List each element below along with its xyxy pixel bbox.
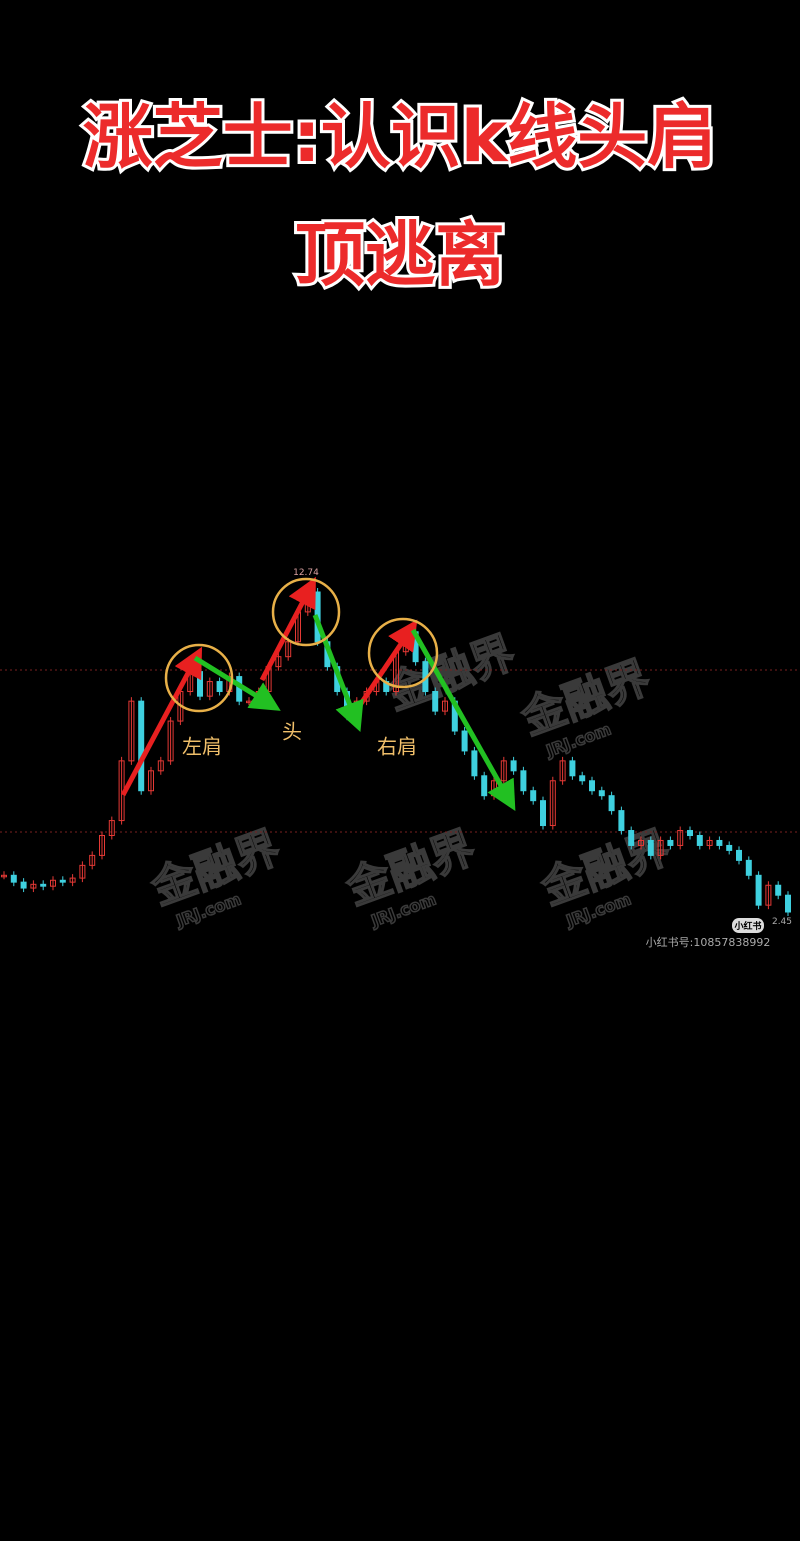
candle [638,839,644,846]
candle [579,775,586,782]
low-label: 2.45 [772,917,792,927]
circles [164,577,439,713]
candle [696,834,703,846]
title-line: 涨芝士:认识k线头肩 [83,96,718,178]
candle [481,775,488,797]
candle [755,874,762,906]
down-arrow [410,628,516,812]
candle [608,795,615,812]
candle [461,730,468,752]
candle [549,780,556,827]
candle [10,874,17,883]
highlight-circle [367,617,439,689]
candle [442,700,448,712]
account: 小红书号:10857838992 [646,936,771,949]
candle [99,834,105,856]
candle [677,830,684,846]
candle [1,874,7,878]
high-label: 12.74 [293,568,319,578]
candle [618,810,625,832]
candle [59,879,66,883]
candle [540,800,546,827]
candle [589,780,595,792]
up-arrow [259,576,316,682]
candle [432,691,439,712]
annotation: 右肩 [377,735,417,759]
candle [726,844,733,851]
candle [667,839,674,846]
badge-bg [732,918,764,933]
candle [20,881,27,889]
highlight-circle [271,577,341,647]
candle [647,839,654,856]
candle [167,720,174,762]
candle [736,849,742,861]
annotation: 头 [282,720,302,744]
badge: 小红书 [733,920,761,932]
down-arrow [312,614,364,732]
candle [510,760,517,772]
candle [138,700,145,792]
title-line: 顶逃离 [295,214,505,296]
candle [706,839,713,846]
candle [716,839,723,846]
candle [598,790,605,797]
candle [785,894,791,913]
candle [657,839,664,856]
candle [628,830,635,846]
candle [128,700,135,762]
candle [157,760,164,772]
candle [687,830,693,836]
candle [471,750,478,777]
candle [108,820,115,836]
candle [79,864,86,879]
candle [569,760,576,777]
candle [40,883,47,887]
candle [30,883,37,889]
candle [520,770,527,792]
candle [197,671,203,697]
candle [285,641,292,658]
candle [69,877,76,883]
candle [148,770,154,792]
candle [775,884,782,896]
highlight-circle [164,643,234,713]
candle [89,854,96,866]
candle [530,790,537,802]
candle [206,681,213,697]
up-arrow [120,646,203,797]
candle [559,760,566,782]
annotation: 左肩 [182,735,222,759]
candle [216,681,223,693]
candle [275,656,282,668]
candle [745,859,752,876]
candle [50,879,56,887]
candle [765,884,772,906]
